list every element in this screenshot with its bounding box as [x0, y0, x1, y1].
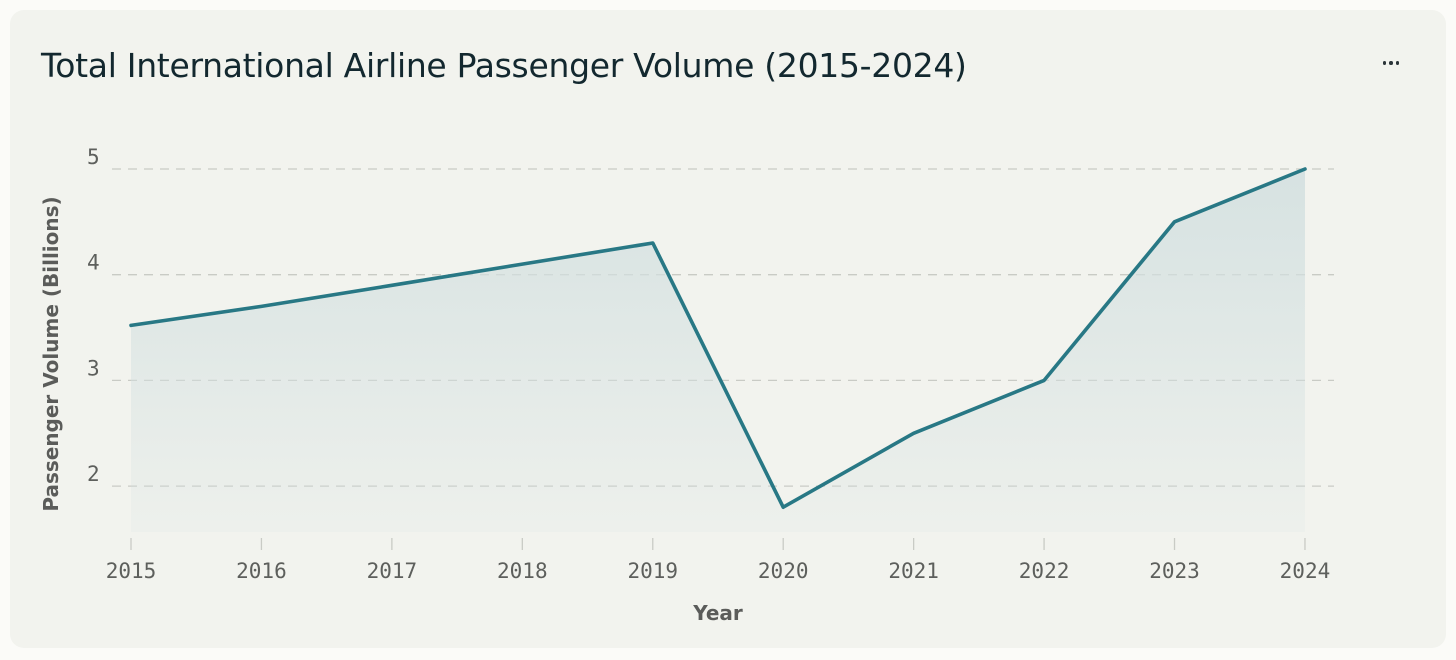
- data-point-2017: [390, 283, 394, 287]
- x-tick-label: 2022: [1019, 559, 1070, 583]
- y-tick-label: 3: [87, 356, 100, 380]
- x-axis-title: Year: [692, 601, 743, 625]
- data-point-2020: [781, 505, 785, 509]
- more-horizontal-icon: [1382, 61, 1400, 65]
- x-tick-label: 2024: [1280, 559, 1331, 583]
- area-fill-path: [131, 169, 1305, 532]
- data-point-2022: [1042, 378, 1046, 382]
- x-tick-label: 2016: [236, 559, 287, 583]
- x-tick-label: 2018: [497, 559, 548, 583]
- x-tick-label: 2019: [627, 559, 678, 583]
- y-tick-label: 4: [87, 251, 100, 275]
- data-point-2018: [520, 262, 524, 266]
- data-point-2019: [651, 241, 655, 245]
- area-fill: [131, 169, 1305, 532]
- data-point-2023: [1173, 220, 1177, 224]
- x-tick-label: 2015: [106, 559, 157, 583]
- x-tick-label: 2020: [758, 559, 809, 583]
- series-line-path: [129, 167, 1307, 509]
- y-axis-title: Passenger Volume (Billions): [39, 196, 63, 511]
- x-tick-label: 2017: [367, 559, 418, 583]
- series-line: [129, 167, 1307, 509]
- data-point-2024: [1303, 167, 1307, 171]
- data-point-2016: [259, 304, 263, 308]
- y-tick-label: 2: [87, 462, 100, 486]
- y-tick-label: 5: [87, 145, 100, 169]
- more-options-button[interactable]: [1374, 48, 1408, 78]
- chart-title: Total International Airline Passenger Vo…: [41, 46, 967, 85]
- x-axis-ticks: 2015 2016 2017 2018 2019 2020 2021 2022 2023 2024: [106, 538, 1331, 583]
- x-tick-label: 2021: [888, 559, 939, 583]
- data-point-2021: [912, 431, 916, 435]
- data-point-2015: [129, 323, 133, 327]
- y-axis-ticks: 2 3 4 5: [87, 145, 100, 486]
- x-tick-label: 2023: [1149, 559, 1200, 583]
